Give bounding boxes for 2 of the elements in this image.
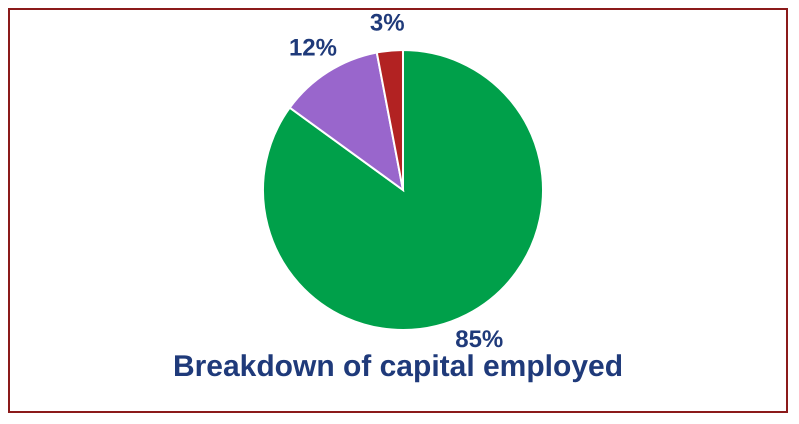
data-label: 3% bbox=[370, 9, 405, 36]
data-label: 12% bbox=[288, 34, 338, 62]
